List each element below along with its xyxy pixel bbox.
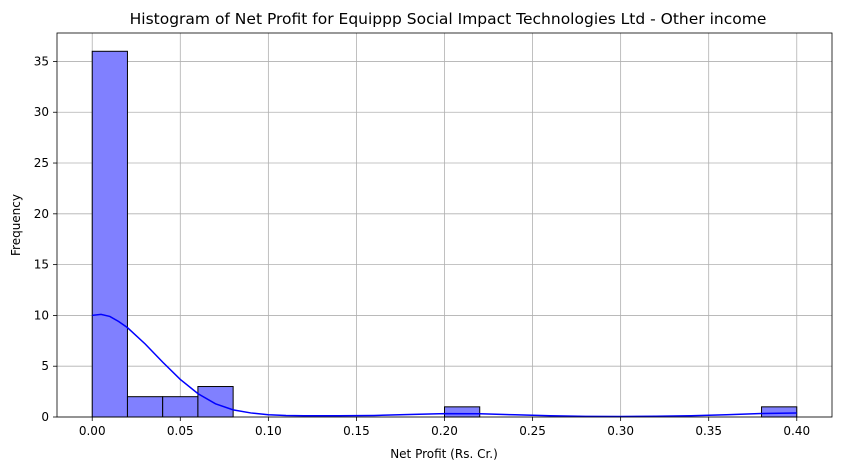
y-axis-ticks: 0 5 10 15 20 25 30 35 bbox=[34, 54, 57, 424]
x-tick-label: 0.35 bbox=[695, 424, 722, 438]
y-tick-label: 30 bbox=[34, 105, 49, 119]
grid bbox=[57, 33, 832, 418]
histogram-bars bbox=[91, 50, 798, 418]
x-tick-label: 0.40 bbox=[783, 424, 810, 438]
histogram-bar bbox=[197, 386, 234, 418]
y-tick-label: 25 bbox=[34, 156, 49, 170]
x-tick-label: 0.20 bbox=[431, 424, 458, 438]
y-tick-label: 35 bbox=[34, 54, 49, 68]
kde-curve bbox=[92, 313, 797, 418]
histogram-bar bbox=[126, 396, 164, 418]
x-tick-label: 0.10 bbox=[255, 424, 282, 438]
x-axis-ticks: 0.00 0.05 0.10 0.15 0.20 0.25 0.30 0.35 0.40 bbox=[79, 417, 810, 438]
histogram-bar bbox=[444, 406, 481, 418]
histogram-bar bbox=[91, 50, 128, 418]
x-tick-label: 0.30 bbox=[607, 424, 634, 438]
x-tick-label: 0.15 bbox=[343, 424, 370, 438]
y-axis-label: Frequency bbox=[9, 194, 23, 256]
chart-title: Histogram of Net Profit for Equippp Soci… bbox=[130, 10, 767, 28]
y-tick-label: 10 bbox=[34, 308, 49, 322]
y-tick-label: 5 bbox=[41, 359, 49, 373]
x-tick-label: 0.25 bbox=[519, 424, 546, 438]
x-tick-label: 0.05 bbox=[167, 424, 194, 438]
x-axis-label: Net Profit (Rs. Cr.) bbox=[390, 447, 498, 461]
y-tick-label: 20 bbox=[34, 207, 49, 221]
y-tick-label: 15 bbox=[34, 258, 49, 272]
histogram-bar bbox=[162, 396, 199, 418]
histogram-bar bbox=[761, 406, 798, 418]
x-tick-label: 0.00 bbox=[79, 424, 106, 438]
y-tick-label: 0 bbox=[41, 410, 49, 424]
